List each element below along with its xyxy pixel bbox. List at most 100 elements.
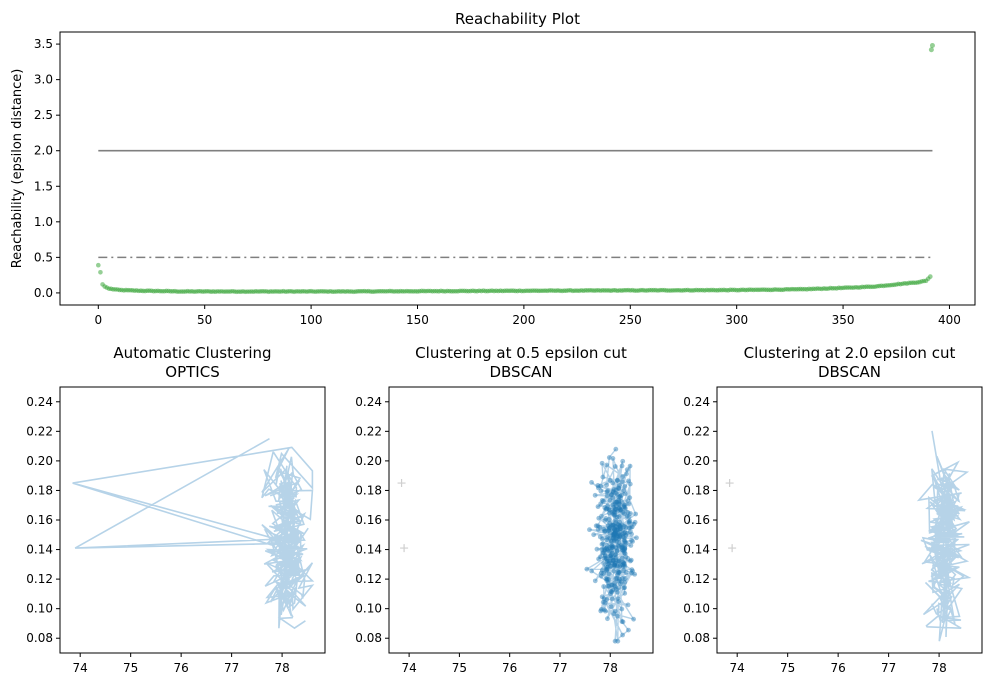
data-point (632, 571, 638, 577)
data-point (607, 520, 613, 526)
data-point (610, 502, 616, 508)
data-point (615, 533, 621, 539)
data-point (620, 534, 626, 539)
data-point (629, 567, 635, 573)
data-point (594, 546, 600, 552)
data-point (627, 463, 633, 469)
x-tick-label: 77 (552, 661, 567, 675)
data-point (596, 556, 601, 562)
data-point (928, 274, 933, 279)
data-point (614, 538, 620, 544)
data-point (599, 567, 605, 573)
data-point (603, 576, 609, 582)
data-point (612, 530, 618, 536)
data-point (616, 505, 622, 511)
data-point (602, 548, 608, 554)
data-point (602, 608, 608, 614)
data-point (634, 535, 639, 541)
data-point (617, 529, 622, 535)
data-point (622, 506, 628, 512)
data-point (612, 608, 618, 614)
x-tick-label: 77 (224, 661, 239, 675)
data-point (616, 486, 622, 492)
data-point (622, 585, 628, 590)
data-point (609, 589, 615, 595)
chart-title: Reachability Plot (455, 10, 580, 28)
data-point (613, 506, 619, 512)
data-point (602, 600, 608, 606)
data-point (595, 504, 601, 510)
data-point (595, 485, 601, 491)
data-point (595, 523, 601, 529)
data-point (610, 532, 616, 538)
data-point (616, 564, 622, 569)
data-point (593, 523, 599, 529)
data-point (604, 576, 610, 582)
data-point (598, 483, 604, 489)
data-point (617, 524, 623, 530)
data-point (600, 474, 606, 480)
data-point (616, 578, 622, 584)
data-point (617, 523, 623, 529)
data-point (607, 563, 613, 569)
data-point (621, 562, 627, 567)
data-point (624, 530, 630, 536)
data-point (610, 558, 616, 563)
data-point (616, 485, 621, 491)
data-point (623, 554, 629, 560)
data-point (622, 540, 628, 545)
y-tick-label: 3.0 (34, 73, 53, 87)
chart-title: OPTICS (165, 363, 219, 381)
data-point (620, 559, 626, 565)
y-tick-label: 0.10 (683, 602, 710, 616)
data-point (623, 533, 629, 538)
y-tick-label: 1.0 (34, 215, 53, 229)
data-point (604, 482, 610, 488)
y-tick-label: 0.24 (26, 395, 53, 409)
data-point (607, 545, 612, 550)
data-point (616, 585, 621, 591)
data-point (616, 494, 622, 500)
data-point (621, 530, 627, 536)
data-point (616, 544, 622, 549)
data-point (621, 585, 627, 591)
y-tick-label: 0.08 (683, 631, 710, 645)
y-tick-label: 3.5 (34, 37, 53, 51)
data-point (619, 479, 625, 485)
data-point (617, 523, 623, 529)
data-point (604, 568, 609, 574)
data-point (612, 527, 617, 533)
data-point (627, 481, 633, 487)
data-point (605, 523, 611, 529)
data-point (610, 495, 616, 501)
data-point (615, 527, 621, 533)
y-tick-label: 0.14 (355, 543, 382, 557)
data-point (597, 524, 603, 530)
data-point (604, 537, 610, 543)
data-point (598, 501, 604, 507)
data-point (610, 558, 615, 564)
data-point (613, 584, 618, 590)
x-tick-label: 250 (619, 313, 642, 327)
data-point (618, 526, 623, 532)
data-point (621, 503, 627, 509)
data-point (617, 570, 623, 575)
data-point (614, 491, 620, 497)
data-point (615, 589, 621, 595)
y-tick-label: 0.20 (26, 454, 53, 468)
data-point (599, 594, 605, 600)
data-point (589, 479, 594, 485)
data-point (601, 560, 607, 566)
data-point (600, 550, 606, 556)
data-point (615, 543, 621, 548)
data-point (611, 611, 617, 617)
y-tick-label: 0.12 (26, 572, 53, 586)
data-point (613, 532, 619, 537)
data-point (622, 576, 628, 582)
data-point (608, 552, 614, 558)
data-point (609, 539, 614, 545)
data-point (596, 515, 602, 521)
y-tick-label: 0.12 (355, 572, 382, 586)
